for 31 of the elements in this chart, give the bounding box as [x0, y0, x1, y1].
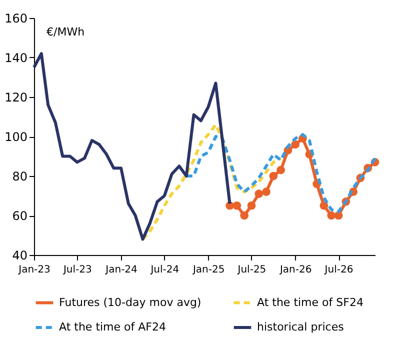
y-tick-label: 160: [4, 12, 28, 26]
legend-label: Futures (10-day mov avg): [59, 296, 202, 309]
x-tick-label: Jul-24: [150, 264, 180, 276]
x-tick-label: Jul-26: [324, 264, 354, 276]
point: [334, 211, 343, 220]
point: [276, 166, 285, 174]
y-axis-title: €/MWh: [46, 26, 85, 38]
x-tick-label: Jan-23: [18, 264, 50, 276]
point: [232, 201, 242, 210]
x-tick-label: Jan-26: [278, 264, 312, 276]
y-tick-label: 120: [4, 90, 28, 104]
point: [254, 190, 264, 198]
legend-label: At the time of AF24: [59, 320, 166, 334]
y-tick-label: 40: [12, 248, 28, 262]
y-tick-label: 80: [12, 170, 28, 184]
y-tick-label: 60: [12, 209, 28, 223]
point: [269, 172, 278, 180]
x-tick-label: Jan-25: [192, 264, 225, 276]
x-tick-label: Jan-24: [104, 264, 138, 276]
point: [247, 201, 256, 210]
y-tick-label: 140: [4, 51, 28, 65]
point: [320, 201, 328, 210]
legend-label: historical prices: [257, 320, 344, 334]
y-tick-label: 100: [4, 130, 28, 144]
x-tick-label: Jul-23: [62, 264, 92, 276]
point: [291, 140, 300, 149]
legend-label: At the time of SF24: [257, 296, 364, 309]
point: [327, 211, 336, 220]
point: [262, 188, 270, 196]
point: [240, 211, 249, 220]
x-tick-label: Jul-25: [236, 264, 266, 276]
